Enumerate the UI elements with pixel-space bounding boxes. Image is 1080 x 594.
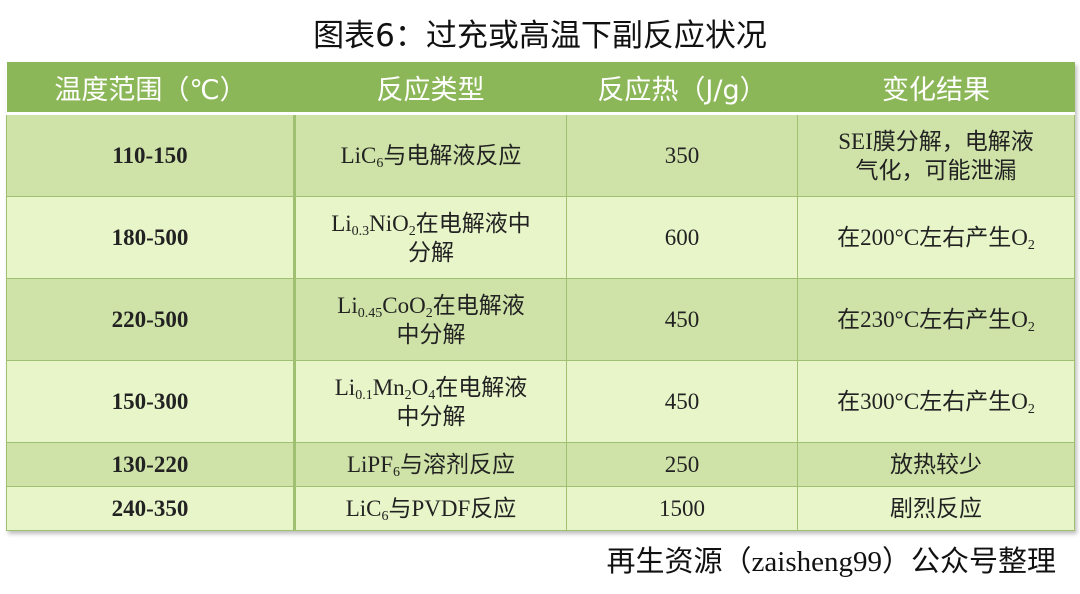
subscript: 2 (1027, 320, 1035, 335)
table-row: 150-300 Li0.1Mn2O4在电解液 中分解 450 在300°C左右产生… (6, 360, 1075, 443)
text: 在200°C左右产生O (837, 225, 1028, 250)
header-reaction-heat: 反应热（J/g） (566, 62, 798, 115)
table-row: 110-150 LiC6与电解液反应 350 SEI膜分解，电解液 气化，可能泄漏 (6, 113, 1075, 197)
table-row: 180-500 Li0.3NiO2在电解液中 分解 600 在200°C左右产生O… (6, 196, 1075, 279)
cell-temp: 240-350 (6, 486, 296, 531)
cell-type: Li0.45CoO2在电解液中分解 (294, 278, 567, 361)
table-header-row: 温度范围（℃） 反应类型 反应热（J/g） 变化结果 (6, 62, 1075, 115)
text: LiPF (346, 452, 394, 477)
cell-result: 剧烈反应 (797, 486, 1075, 531)
cell-heat: 600 (566, 196, 798, 279)
text: Mn (372, 374, 405, 400)
account-id: zaisheng99 (751, 546, 882, 578)
text: ）公众号整理 (881, 544, 1056, 578)
text: 在电解液中 (415, 210, 531, 236)
text: CoO (382, 292, 426, 318)
subscript: 6 (381, 509, 389, 524)
cell-type: LiPF6与溶剂反应 (294, 442, 567, 487)
cell-result: 在300°C左右产生O2 (797, 360, 1075, 443)
subscript: 2 (1027, 238, 1035, 253)
header-result: 变化结果 (797, 62, 1075, 115)
text: LiC (345, 496, 382, 521)
subscript: 6 (376, 156, 384, 171)
cell-heat: 450 (566, 278, 798, 361)
cell-heat: 1500 (566, 486, 798, 531)
cell-type: LiC6与PVDF反应 (294, 486, 567, 531)
text: Li (337, 292, 358, 318)
cell-type: Li0.3NiO2在电解液中分解 (294, 196, 567, 279)
header-temp-range: 温度范围（℃） (6, 62, 295, 115)
subscript: 2 (408, 223, 416, 239)
text: NiO (369, 210, 409, 236)
cell-temp: 180-500 (6, 196, 296, 279)
text: 在230°C左右产生O (837, 307, 1028, 332)
cell-temp: 130-220 (6, 442, 296, 487)
cell-result: SEI膜分解，电解液 气化，可能泄漏 (797, 113, 1075, 197)
cell-heat: 250 (566, 442, 798, 487)
text: 与PVDF反应 (388, 496, 517, 521)
subscript: 0.45 (357, 305, 383, 321)
header-reaction-type: 反应类型 (294, 62, 567, 115)
text: 分解 (408, 239, 454, 265)
subscript: 0.3 (351, 223, 370, 239)
cell-temp: 110-150 (6, 113, 296, 197)
table-row: 130-220 LiPF6与溶剂反应 250 放热较少 (6, 442, 1075, 487)
text: 与电解液反应 (383, 143, 522, 168)
subscript: 0.1 (355, 387, 373, 403)
cell-result: 放热较少 (797, 442, 1075, 487)
subscript: 6 (393, 465, 401, 480)
text: 在300°C左右产生O (837, 389, 1028, 414)
text: Li (334, 374, 356, 400)
table-row: 220-500 Li0.45CoO2在电解液 中分解 450 在230°C左右产生… (6, 278, 1075, 361)
cell-result: 在230°C左右产生O2 (797, 278, 1075, 361)
text: 中分解 (396, 403, 466, 429)
cell-heat: 350 (566, 113, 798, 197)
text: LiC (340, 143, 377, 168)
text: 与溶剂反应 (400, 452, 516, 477)
text: 再生资源（ (606, 544, 752, 578)
cell-result: 在200°C左右产生O2 (797, 196, 1075, 279)
cell-type: LiC6与电解液反应 (294, 113, 567, 197)
text: 气化，可能泄漏 (855, 157, 1017, 183)
text: Li (331, 210, 352, 236)
cell-temp: 220-500 (6, 278, 296, 361)
cell-temp: 150-300 (6, 360, 296, 443)
text: O (411, 374, 429, 400)
text: SEI膜分解，电解液 (838, 128, 1034, 154)
text: 在电解液 (432, 292, 525, 318)
subscript: 2 (404, 387, 412, 403)
side-reaction-table: 温度范围（℃） 反应类型 反应热（J/g） 变化结果 110-150 LiC6与… (6, 62, 1075, 531)
subscript: 2 (1027, 402, 1035, 417)
page-title: 图表6：过充或高温下副反应状况 (313, 18, 767, 54)
table-row: 240-350 LiC6与PVDF反应 1500 剧烈反应 (6, 486, 1075, 531)
subscript: 2 (425, 305, 433, 321)
cell-type: Li0.1Mn2O4在电解液中分解 (294, 360, 567, 443)
text: 中分解 (396, 321, 466, 347)
cell-heat: 450 (566, 360, 798, 443)
text: 在电解液 (435, 374, 528, 400)
subscript: 4 (428, 387, 436, 403)
source-credit: 再生资源（zaisheng99）公众号整理 (607, 538, 1057, 580)
